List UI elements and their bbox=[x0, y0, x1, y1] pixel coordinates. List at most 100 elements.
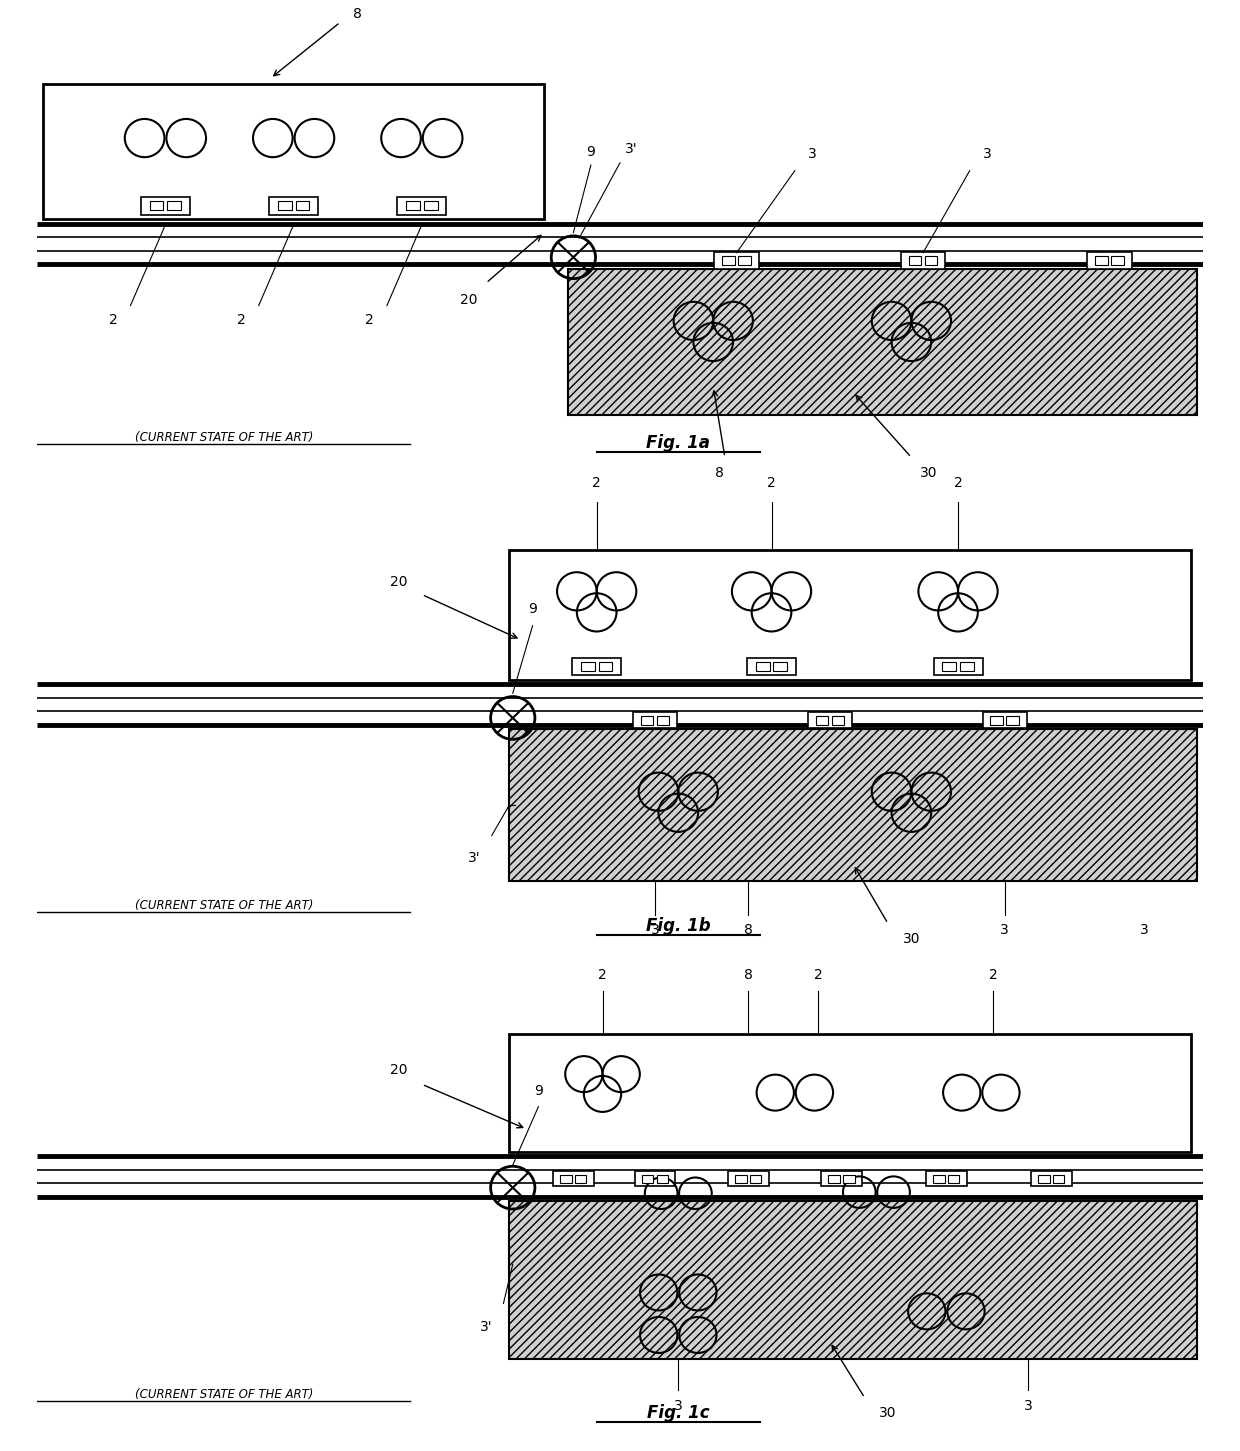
Bar bbox=[925, 255, 937, 266]
Text: Fig. 1b: Fig. 1b bbox=[646, 917, 711, 934]
Bar bbox=[816, 715, 828, 724]
Text: 3': 3' bbox=[625, 142, 637, 157]
Text: 20: 20 bbox=[389, 1064, 407, 1077]
Bar bbox=[424, 200, 438, 210]
Bar bbox=[828, 1175, 839, 1183]
Bar bbox=[295, 200, 309, 210]
Bar bbox=[821, 1171, 862, 1185]
Bar bbox=[960, 662, 973, 670]
Bar bbox=[43, 84, 544, 219]
Bar bbox=[1030, 1171, 1071, 1185]
Bar bbox=[269, 196, 319, 215]
Text: Fig. 1a: Fig. 1a bbox=[646, 434, 711, 451]
Bar bbox=[1053, 1175, 1064, 1183]
Text: 2: 2 bbox=[813, 968, 822, 982]
Bar bbox=[901, 252, 945, 268]
Bar bbox=[568, 268, 1197, 415]
Text: 8: 8 bbox=[714, 466, 723, 480]
Text: 3: 3 bbox=[673, 1399, 683, 1413]
Bar bbox=[756, 662, 770, 670]
Bar bbox=[141, 196, 190, 215]
Bar bbox=[723, 255, 735, 266]
Bar bbox=[568, 268, 1197, 415]
Text: 2: 2 bbox=[768, 476, 776, 490]
Bar bbox=[1095, 255, 1107, 266]
Text: 30: 30 bbox=[920, 466, 937, 480]
Text: 9: 9 bbox=[534, 1084, 543, 1098]
Bar bbox=[575, 1175, 587, 1183]
Text: 2: 2 bbox=[109, 313, 118, 328]
Bar bbox=[657, 715, 670, 724]
Bar bbox=[599, 662, 613, 670]
Bar bbox=[1111, 255, 1123, 266]
Bar bbox=[553, 1171, 594, 1185]
Bar bbox=[510, 550, 1192, 679]
Bar bbox=[641, 715, 653, 724]
Bar bbox=[909, 255, 921, 266]
Bar bbox=[934, 1175, 945, 1183]
Bar bbox=[982, 712, 1027, 728]
Text: (CURRENT STATE OF THE ART): (CURRENT STATE OF THE ART) bbox=[134, 1389, 312, 1402]
Bar bbox=[735, 1175, 746, 1183]
Bar bbox=[642, 1175, 653, 1183]
Text: 3: 3 bbox=[1001, 923, 1009, 937]
Text: (CURRENT STATE OF THE ART): (CURRENT STATE OF THE ART) bbox=[134, 900, 312, 913]
Bar bbox=[632, 712, 677, 728]
Bar bbox=[738, 255, 750, 266]
Bar bbox=[150, 200, 164, 210]
Bar bbox=[926, 1171, 967, 1185]
Text: 3: 3 bbox=[1023, 1399, 1033, 1413]
Text: 30: 30 bbox=[879, 1406, 897, 1419]
Text: Fig. 1c: Fig. 1c bbox=[647, 1403, 709, 1422]
Text: 20: 20 bbox=[460, 293, 477, 308]
Text: 3: 3 bbox=[1140, 923, 1149, 937]
Bar bbox=[407, 200, 420, 210]
Text: 2: 2 bbox=[593, 476, 601, 490]
Bar bbox=[942, 662, 956, 670]
Bar bbox=[949, 1175, 960, 1183]
Bar bbox=[934, 657, 982, 675]
Text: 9: 9 bbox=[528, 602, 537, 615]
Text: 3': 3' bbox=[480, 1320, 492, 1333]
Bar bbox=[714, 252, 759, 268]
Bar bbox=[510, 1201, 1197, 1358]
Text: 2: 2 bbox=[954, 476, 962, 490]
Bar bbox=[397, 196, 446, 215]
Bar bbox=[278, 200, 291, 210]
Bar bbox=[746, 657, 796, 675]
Bar bbox=[750, 1175, 761, 1183]
Text: 3: 3 bbox=[808, 147, 817, 161]
Text: 8: 8 bbox=[744, 923, 753, 937]
Text: 3: 3 bbox=[651, 923, 660, 937]
Bar bbox=[572, 657, 621, 675]
Text: 2: 2 bbox=[237, 313, 246, 328]
Bar bbox=[510, 1201, 1197, 1358]
Bar bbox=[657, 1175, 668, 1183]
Bar bbox=[167, 200, 181, 210]
Bar bbox=[510, 1033, 1192, 1152]
Text: 3: 3 bbox=[983, 147, 992, 161]
Bar bbox=[1007, 715, 1019, 724]
Text: 2: 2 bbox=[988, 968, 997, 982]
Text: 9: 9 bbox=[587, 145, 595, 158]
Text: 3': 3' bbox=[467, 852, 481, 865]
Bar bbox=[843, 1175, 854, 1183]
Text: (CURRENT STATE OF THE ART): (CURRENT STATE OF THE ART) bbox=[134, 431, 312, 444]
Bar bbox=[635, 1171, 676, 1185]
Bar bbox=[1038, 1175, 1049, 1183]
Bar bbox=[728, 1171, 769, 1185]
Text: 2: 2 bbox=[365, 313, 373, 328]
Bar bbox=[582, 662, 595, 670]
Bar bbox=[510, 730, 1197, 881]
Bar bbox=[807, 712, 852, 728]
Bar bbox=[510, 730, 1197, 881]
Bar bbox=[991, 715, 1003, 724]
Text: 20: 20 bbox=[389, 575, 407, 589]
Bar bbox=[1087, 252, 1132, 268]
Bar bbox=[832, 715, 844, 724]
Text: 8: 8 bbox=[744, 968, 753, 982]
Bar bbox=[560, 1175, 572, 1183]
Bar bbox=[774, 662, 787, 670]
Text: 2: 2 bbox=[598, 968, 606, 982]
Text: 30: 30 bbox=[903, 933, 920, 946]
